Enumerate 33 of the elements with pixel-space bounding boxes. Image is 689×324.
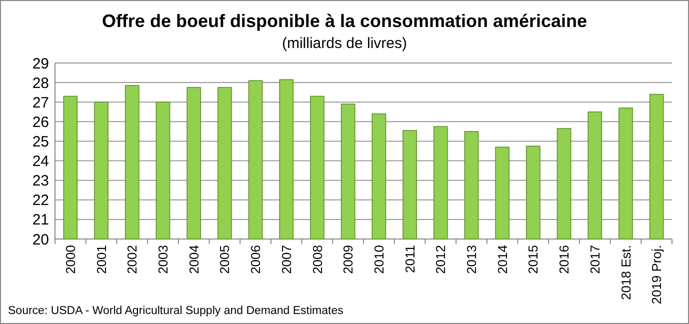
y-tick-label: 24: [32, 153, 49, 170]
x-tick-label: 2016: [556, 245, 572, 274]
x-tick-label: 2011: [402, 245, 418, 273]
x-tick-label: 2007: [278, 245, 294, 274]
x-tick-label: 2015: [526, 245, 541, 274]
x-tick-label: 2000: [62, 245, 78, 274]
y-tick-label: 26: [32, 114, 49, 131]
x-tick-label: 2005: [217, 245, 232, 274]
x-tick-label: 2018 Est.: [618, 245, 634, 300]
x-tick-label: 2006: [248, 245, 264, 274]
y-tick-label: 29: [32, 55, 49, 72]
x-tick-label: 2004: [186, 245, 202, 274]
y-tick-label: 23: [32, 172, 49, 190]
x-tick-label: 2013: [464, 245, 480, 274]
x-tick-label: 2017: [587, 245, 602, 274]
x-tick-label: 2019 Proj.: [649, 245, 664, 304]
y-tick-label: 22: [32, 192, 49, 210]
y-tick-label: 21: [32, 212, 49, 229]
y-tick-label: 28: [32, 74, 49, 92]
x-tick-label: 2010: [371, 245, 386, 274]
y-tick-label: 20: [32, 231, 49, 248]
x-tick-label: 2003: [156, 245, 171, 274]
chart-title: Offre de boeuf disponible à la consommation américaine: [102, 11, 588, 31]
x-tick-label: 2014: [494, 245, 510, 274]
chart-subtitle: (milliards de livres): [282, 35, 408, 52]
x-tick-label: 2008: [310, 245, 325, 274]
y-tick-label: 27: [32, 94, 49, 112]
x-tick-label: 2012: [433, 245, 448, 274]
x-tick-label: 2002: [124, 245, 140, 274]
x-tick-label: 2001: [94, 245, 109, 274]
x-tick-label: 2009: [340, 245, 356, 274]
source-note: Source: USDA - World Agricultural Supply and Demand Estimates: [8, 305, 344, 317]
y-tick-label: 25: [32, 133, 49, 150]
